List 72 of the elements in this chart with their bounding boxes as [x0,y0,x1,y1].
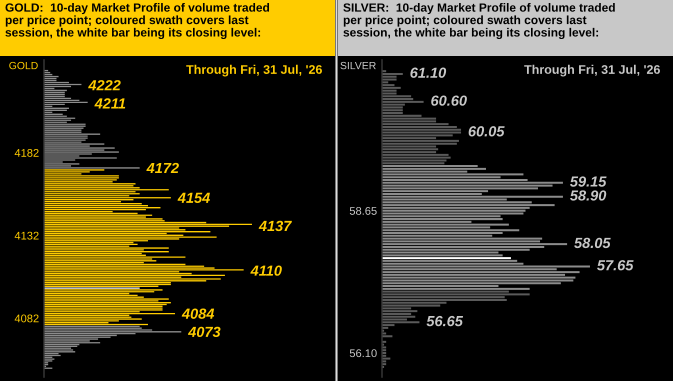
bar [382,100,424,103]
annotation: 4154 [178,192,210,203]
bar [382,162,444,164]
bar [382,276,576,279]
chart-subtitle: Through Fri, 31 Jul, '26 [524,64,660,76]
annotation: 4222 [88,80,121,90]
chart-title: SILVER: 10-day Market Profile of volume traded per price point; coloured swath covers last session, the white bar being its closing level: [343,3,615,40]
chart-title: GOLD: 10-day Market Profile of volume traded per price point; coloured swath covers last session, the white bar being its closing level: [5,3,270,40]
y-tick-label: 4132 [14,232,39,240]
bar [382,148,438,150]
bar [382,140,459,142]
annotation: 57.65 [597,260,634,270]
annotation: 60.60 [431,95,467,106]
y-axis-title: SILVER [340,62,376,70]
bar [382,95,412,98]
bar [382,196,563,198]
bar [382,106,403,108]
bar [382,288,530,290]
bar [382,265,590,268]
y-tick-label: 58.65 [350,206,377,215]
bar [382,316,416,318]
bar [382,224,509,226]
bar [382,243,568,246]
annotation: 58.05 [574,238,611,248]
annotation: 4137 [258,220,292,232]
bar [382,210,526,212]
y-tick-label: 56.10 [350,349,377,358]
annotation: 59.15 [570,176,607,187]
annotation: 4110 [250,265,282,276]
bar [382,72,403,75]
bar [382,182,563,184]
bar [382,310,418,312]
bar [382,238,542,240]
bar [382,78,397,81]
chart-subtitle: Through Fri, 31 Jul, '26 [186,64,322,76]
bar [382,212,524,214]
bar [382,271,580,274]
bar [382,298,507,301]
bar [382,86,401,89]
bar [382,154,449,156]
y-tick-label: 4082 [14,314,39,322]
bar [382,204,555,206]
bar [382,90,397,92]
bar [382,229,520,232]
bar [382,109,403,112]
bar [382,118,436,120]
bar [382,254,503,256]
y-axis-title: GOLD [9,62,38,70]
bar [382,142,457,145]
bar [382,159,446,162]
annotation: 61.10 [410,68,446,78]
annotation: 4073 [188,326,220,338]
bar [382,257,511,260]
bar [382,126,457,128]
bar [382,156,451,159]
annotation: 4172 [146,162,179,174]
bar [382,279,574,282]
bar [382,358,390,360]
bar [382,293,530,296]
y-tick-label: 4182 [14,148,39,157]
annotation: 58.90 [570,190,606,201]
annotation: 4084 [182,308,214,319]
annotation: 60.05 [468,126,505,136]
annotation: 4211 [94,98,126,108]
annotation: 56.65 [426,316,464,326]
bar [382,173,524,176]
bar [382,168,486,170]
bar [382,128,462,131]
bar [382,335,392,338]
bar [382,321,420,324]
bar [382,218,503,220]
bar [382,132,462,134]
